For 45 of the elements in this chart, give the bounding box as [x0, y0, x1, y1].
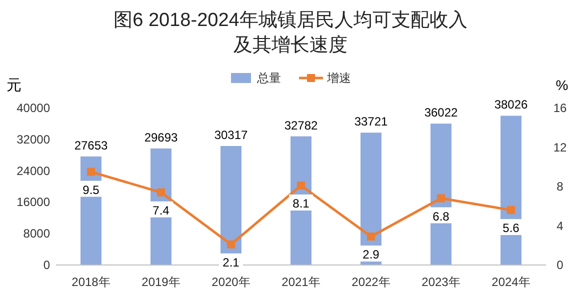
y2-tick-label: 4 — [556, 218, 564, 233]
x-tick-label: 2021年 — [282, 275, 320, 289]
data-label: 29693 — [144, 130, 178, 144]
x-tick-label: 2019年 — [142, 275, 180, 289]
data-label: 2.9 — [362, 248, 380, 262]
y-tick-label: 32000 — [16, 132, 50, 146]
point — [367, 232, 375, 241]
legend-label: 增速 — [326, 71, 351, 85]
data-label: 27653 — [74, 138, 108, 152]
y2-tick-label: 16 — [553, 101, 567, 115]
y2-tick-label: 12 — [553, 140, 567, 154]
data-label: 2.1 — [222, 255, 240, 270]
x-tick-label: 2023年 — [422, 275, 460, 289]
y-tick-label: 16000 — [16, 195, 50, 210]
data-label: 36022 — [424, 106, 458, 120]
data-label: 33721 — [354, 114, 388, 129]
y-axis-title: 元 — [6, 77, 22, 94]
point — [507, 206, 515, 214]
x-tick-label: 2022年 — [352, 275, 390, 289]
y-tick-label: 8000 — [23, 226, 50, 241]
data-label: 8.1 — [292, 196, 310, 211]
data-label: 6.8 — [432, 209, 450, 224]
y2-tick-label: 8 — [556, 180, 564, 194]
y-tick-label: 0 — [43, 258, 50, 272]
y2-tick-label: 0 — [556, 258, 564, 272]
x-tick-label: 2024年 — [492, 275, 530, 289]
data-label: 32782 — [284, 118, 318, 132]
y-tick-label: 24000 — [16, 164, 50, 178]
point — [297, 182, 305, 190]
data-label: 7.4 — [152, 203, 170, 218]
data-label: 5.6 — [502, 221, 520, 236]
y-tick-label: 40000 — [16, 101, 50, 115]
point — [157, 188, 165, 196]
data-label: 9.5 — [82, 182, 100, 197]
x-tick-label: 2020年 — [212, 275, 250, 289]
point — [227, 240, 235, 248]
data-label: 38026 — [494, 98, 528, 112]
point — [437, 194, 445, 202]
bar — [500, 116, 522, 265]
x-tick-label: 2018年 — [72, 275, 110, 289]
y2-axis-title: % — [556, 77, 568, 93]
data-label: 30317 — [214, 128, 248, 142]
point — [87, 168, 95, 176]
chart-title: 图6 2018-2024年城镇居民人均可支配收入及其增长速度 — [114, 10, 468, 56]
legend-label: 总量 — [256, 71, 281, 85]
